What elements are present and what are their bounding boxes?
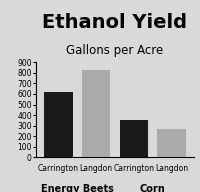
Bar (82, 70, 110, 157)
Bar (120, 120, 148, 157)
Text: Ethanol Yield: Ethanol Yield (42, 13, 188, 32)
Bar (44, 92, 73, 157)
Text: Corn: Corn (140, 184, 165, 192)
Bar (157, 129, 186, 157)
Text: Energy Beets: Energy Beets (41, 184, 114, 192)
Text: Gallons per Acre: Gallons per Acre (66, 44, 164, 56)
